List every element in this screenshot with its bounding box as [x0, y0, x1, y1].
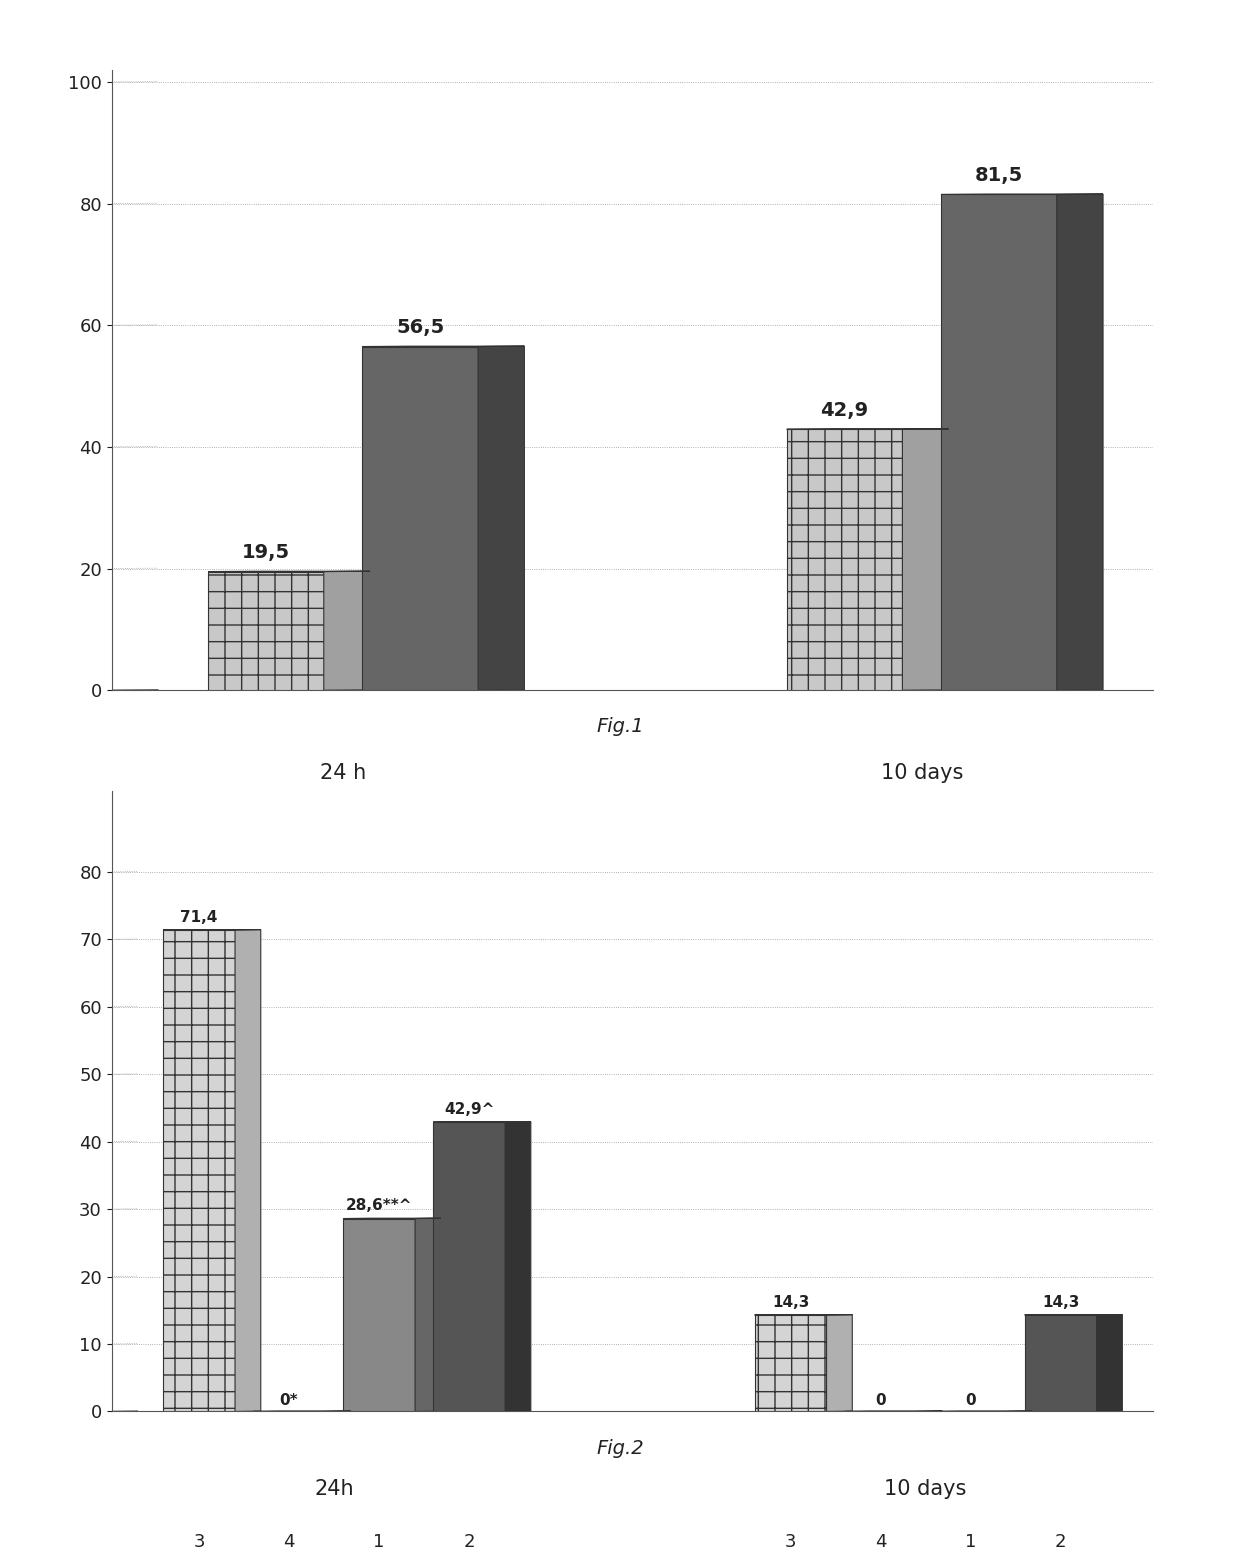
Text: 56,5: 56,5 [396, 318, 444, 337]
Text: 10 days: 10 days [884, 1478, 967, 1498]
Polygon shape [505, 1121, 531, 1411]
Text: 1: 1 [839, 811, 851, 830]
Text: 0: 0 [965, 1393, 976, 1408]
Polygon shape [433, 1121, 505, 1411]
Polygon shape [208, 572, 324, 690]
Polygon shape [755, 1315, 827, 1411]
Text: 4: 4 [283, 1532, 295, 1551]
Polygon shape [236, 929, 260, 1411]
Text: 1: 1 [965, 1532, 976, 1551]
Text: 3: 3 [193, 1532, 205, 1551]
Text: 3: 3 [785, 1532, 796, 1551]
Text: 0: 0 [875, 1393, 885, 1408]
Polygon shape [786, 430, 903, 690]
Polygon shape [479, 346, 525, 690]
Text: 71,4: 71,4 [180, 909, 218, 924]
Text: 24 h: 24 h [320, 763, 366, 783]
Text: 2: 2 [993, 811, 1004, 830]
Polygon shape [903, 430, 949, 690]
Text: 24h: 24h [314, 1478, 353, 1498]
Text: 2: 2 [464, 1532, 475, 1551]
Text: 2: 2 [414, 811, 427, 830]
Polygon shape [1024, 1315, 1096, 1411]
Polygon shape [827, 1315, 852, 1411]
Text: 28,6**^: 28,6**^ [346, 1199, 413, 1213]
Text: 1: 1 [260, 811, 272, 830]
Text: 81,5: 81,5 [975, 166, 1023, 185]
Text: Fig.1: Fig.1 [596, 717, 644, 735]
Text: 42,9^: 42,9^ [444, 1101, 495, 1117]
Text: 42,9: 42,9 [821, 400, 869, 420]
Polygon shape [343, 1219, 415, 1411]
Text: 10 days: 10 days [880, 763, 963, 783]
Text: 2: 2 [1055, 1532, 1066, 1551]
Polygon shape [162, 931, 236, 1411]
Polygon shape [1096, 1315, 1122, 1411]
Text: 14,3: 14,3 [1042, 1295, 1079, 1309]
Text: 1: 1 [373, 1532, 384, 1551]
Text: 19,5: 19,5 [242, 543, 290, 561]
Polygon shape [1056, 194, 1104, 690]
Polygon shape [415, 1218, 440, 1411]
Polygon shape [324, 571, 370, 690]
Polygon shape [941, 194, 1056, 690]
Text: 4: 4 [875, 1532, 887, 1551]
Text: 14,3: 14,3 [771, 1295, 810, 1309]
Text: Fig.2: Fig.2 [596, 1439, 644, 1458]
Text: 0*: 0* [280, 1393, 299, 1408]
Polygon shape [362, 346, 479, 690]
